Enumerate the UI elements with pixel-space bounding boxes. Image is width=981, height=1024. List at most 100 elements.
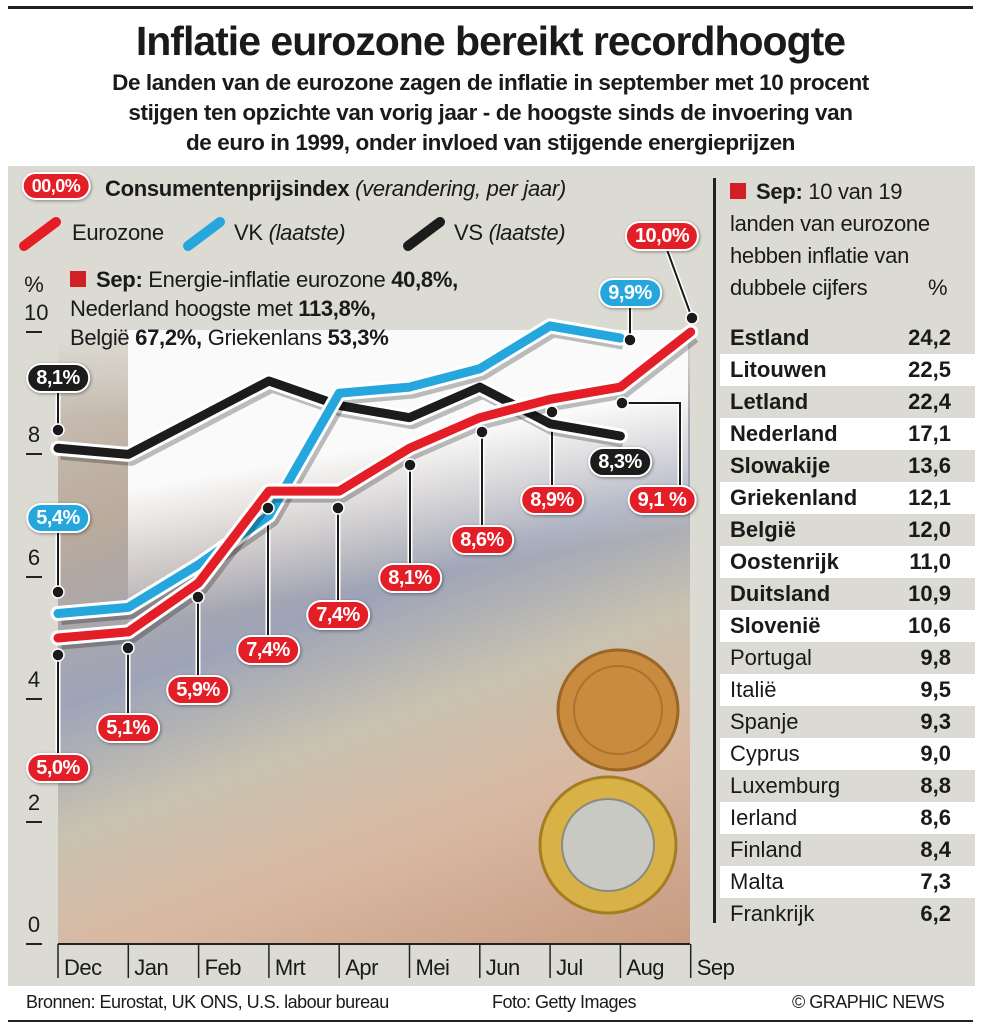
y-tick-mark — [26, 820, 42, 823]
country-value: 8,8 — [920, 773, 951, 798]
y-tick-label: 8 — [27, 422, 41, 448]
energy-note: Sep: Energie-inflatie eurozone 40,8%, Ne… — [70, 267, 458, 350]
country-value: 7,3 — [920, 869, 951, 894]
country-value: 10,9 — [908, 581, 951, 606]
data-label-eurozone: 8,6% — [450, 525, 514, 555]
1-euro-coin-center — [561, 798, 655, 892]
x-tick-label: Dec — [64, 955, 102, 980]
copyright: © GRAPHIC NEWS — [792, 992, 945, 1012]
table-divider — [713, 178, 716, 923]
legend-eurozone: Eurozone — [72, 220, 164, 245]
data-label-eurozone: 8,1% — [378, 563, 442, 593]
table-intro: Sep: 10 van 19 landen van eurozone hebbe… — [730, 179, 948, 300]
subtitle-line: de euro in 1999, onder invloed van stijg… — [185, 130, 796, 155]
us-legend-swatch — [403, 217, 445, 251]
country-name: Nederland — [730, 421, 838, 446]
legend-us: VS (laatste) — [454, 220, 566, 245]
page-title: Inflatie eurozone bereikt recordhoogte — [135, 18, 846, 64]
country-name: Frankrijk — [730, 901, 815, 926]
country-value: 11,0 — [909, 549, 951, 574]
y-tick-label: 6 — [27, 544, 41, 570]
country-row: Italië 9,5 — [720, 674, 975, 706]
country-name: Duitsland — [730, 581, 831, 606]
country-value: 6,2 — [920, 901, 951, 926]
country-row: Luxemburg 8,8 — [720, 770, 975, 802]
country-row: Oostenrijk 11,0 — [720, 546, 975, 578]
country-row: Griekenland 12,1 — [720, 482, 975, 514]
euro-coins-image — [538, 648, 680, 915]
country-value: 12,1 — [908, 485, 951, 510]
y-tick-mark — [26, 698, 42, 701]
country-value: 9,5 — [920, 677, 951, 702]
country-name: Litouwen — [730, 357, 827, 382]
country-row: Nederland 17,1 — [720, 418, 975, 450]
red-square-icon — [70, 271, 86, 287]
data-point-marker — [51, 648, 65, 662]
country-value: 9,3 — [920, 709, 951, 734]
country-row: Frankrijk 6,2 — [720, 898, 975, 930]
data-label-eurozone: 8,9% — [520, 485, 584, 515]
country-name: Letland — [730, 389, 809, 414]
country-name: Slowakije — [730, 453, 831, 478]
y-axis-unit: % — [24, 272, 44, 297]
data-label-eurozone: 9,1 % — [627, 485, 697, 515]
uk-legend-swatch — [183, 217, 225, 251]
country-name: Ierland — [730, 805, 798, 830]
bottom-rule — [8, 1020, 973, 1022]
x-tick-label: Mei — [415, 955, 450, 980]
y-tick-mark — [26, 575, 42, 578]
x-tick-label: Jul — [556, 955, 583, 980]
red-square-icon — [730, 183, 746, 199]
country-row: Litouwen 22,5 — [720, 354, 975, 386]
country-value: 24,2 — [908, 325, 951, 350]
data-label-eurozone: 5,0% — [26, 753, 90, 783]
country-value: 8,4 — [920, 837, 951, 862]
country-name: Slovenië — [730, 613, 821, 638]
top-rule — [8, 6, 973, 9]
y-tick-mark — [26, 943, 42, 945]
x-tick-label: Feb — [204, 955, 242, 980]
y-tick-label: 10 — [24, 300, 49, 325]
data-label-eurozone: 10,0% — [624, 221, 700, 251]
50-cent-coin — [556, 648, 680, 772]
data-label-us: 8,1% — [26, 363, 90, 393]
subtitle-line: stijgen ten opzichte van vorig jaar - de… — [128, 100, 853, 125]
eurozone-legend-swatch — [19, 217, 61, 251]
country-name: Griekenland — [730, 485, 858, 510]
country-name: Oostenrijk — [730, 549, 839, 574]
y-tick-label: 0 — [27, 912, 41, 937]
country-row: Slovenië 10,6 — [720, 610, 975, 642]
data-point-marker — [261, 501, 275, 515]
legend-uk: VK (laatste) — [234, 220, 346, 245]
legend-title: Consumentenprijsindex (verandering, per … — [105, 176, 566, 201]
data-label-us: 8,3% — [588, 447, 652, 477]
country-row: Portugal 9,8 — [720, 642, 975, 674]
country-value: 9,8 — [920, 645, 951, 670]
country-row: Spanje 9,3 — [720, 706, 975, 738]
data-label-uk: 5,4% — [26, 503, 90, 533]
country-value: 22,4 — [908, 389, 951, 414]
country-value: 12,0 — [908, 517, 951, 542]
y-tick-mark — [26, 331, 42, 333]
x-tick-label: Jun — [485, 955, 520, 980]
data-label-eurozone: 7,4% — [306, 600, 370, 630]
data-label-eurozone: 5,1% — [96, 713, 160, 743]
country-value: 13,6 — [908, 453, 951, 478]
data-point-marker — [51, 585, 65, 599]
country-value: 10,6 — [908, 613, 951, 638]
country-row: Ierland 8,6 — [720, 802, 975, 834]
country-value: 17,1 — [908, 421, 951, 446]
data-label-eurozone: 5,9% — [166, 675, 230, 705]
x-tick-label: Aug — [626, 955, 665, 980]
callout-connector — [622, 402, 681, 500]
country-name: Finland — [730, 837, 803, 862]
country-name: Portugal — [730, 645, 812, 670]
data-label-eurozone: 7,4% — [236, 635, 300, 665]
country-row: Letland 22,4 — [720, 386, 975, 418]
x-tick-label: Sep — [696, 955, 735, 980]
series-shadow — [60, 322, 625, 625]
country-value: 22,5 — [908, 357, 951, 382]
data-point-marker — [475, 425, 489, 439]
sources: Bronnen: Eurostat, UK ONS, U.S. labour b… — [26, 992, 389, 1012]
country-name: Cyprus — [730, 741, 800, 766]
